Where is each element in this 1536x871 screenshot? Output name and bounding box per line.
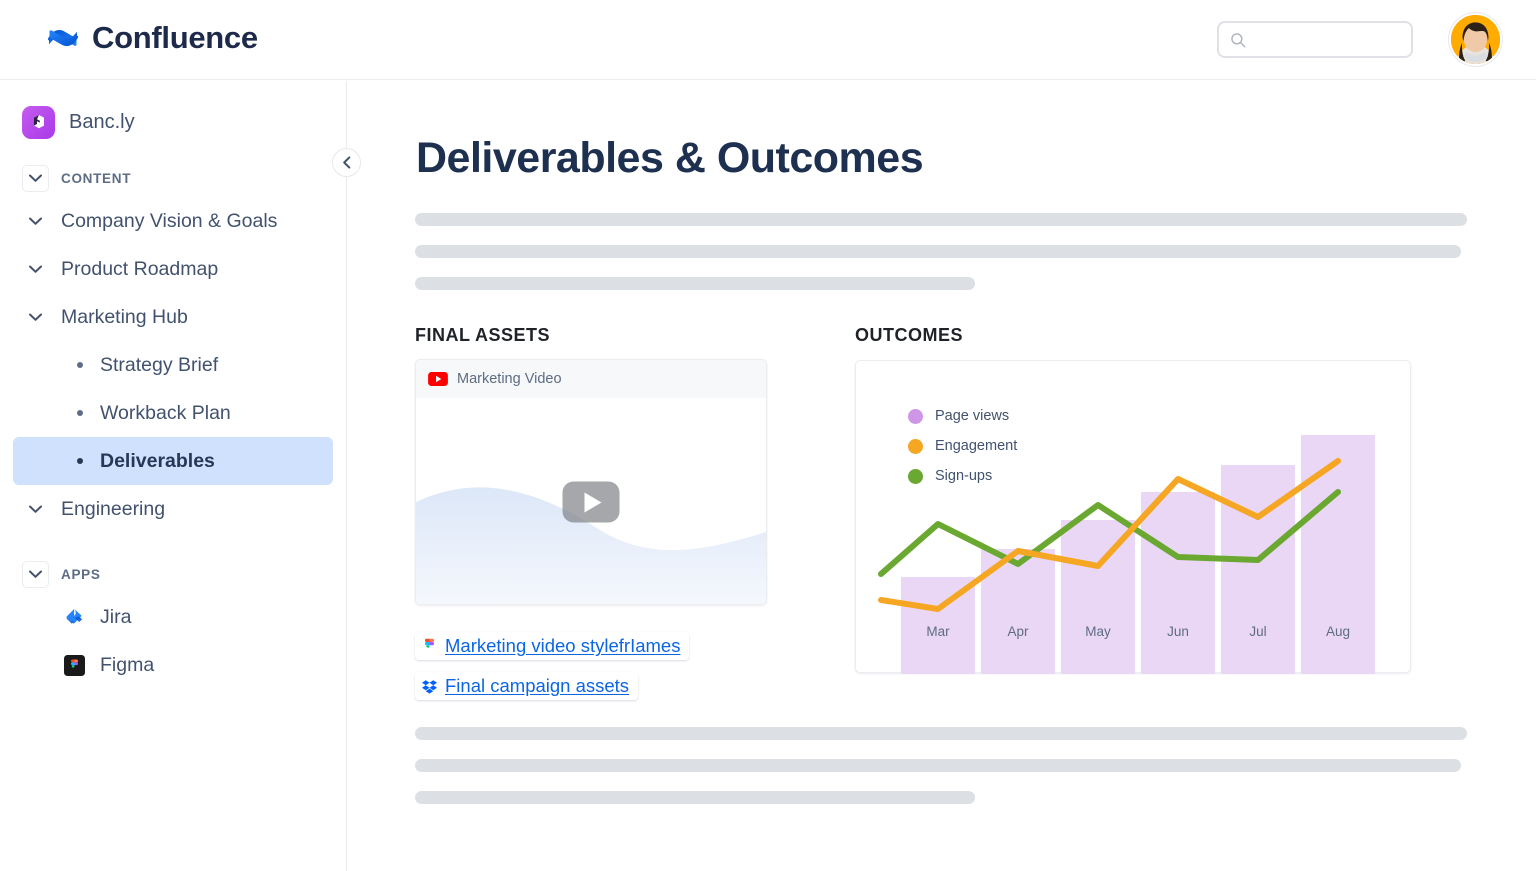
smart-link-label: Marketing video stylefrIames — [445, 635, 681, 656]
youtube-icon — [428, 372, 448, 386]
x-tick-label: Apr — [1007, 624, 1029, 639]
smart-link-marketing-video-styleframes[interactable]: Marketing video stylefrIames — [415, 632, 690, 660]
sidebar-item-engineering[interactable]: Engineering — [0, 485, 346, 533]
sidebar-item-marketing-hub[interactable]: Marketing Hub — [0, 293, 346, 341]
legend-color-swatch — [908, 438, 923, 454]
legend-label: Sign-ups — [935, 468, 993, 484]
search-box[interactable] — [1217, 21, 1434, 58]
sidebar-section-label: CONTENT — [61, 170, 132, 186]
text-placeholder-row — [415, 245, 1461, 258]
video-wave-graphic — [416, 487, 766, 604]
sidebar-section-label: APPS — [61, 566, 101, 582]
chart-line-engagement — [878, 458, 1341, 612]
chevron-down-icon[interactable] — [22, 164, 49, 192]
chevron-down-icon[interactable] — [22, 560, 49, 588]
chart-bars-page-views — [901, 435, 1375, 674]
text-placeholder-row — [415, 727, 1467, 740]
chevron-down-icon[interactable] — [22, 256, 49, 283]
chevron-down-icon[interactable] — [22, 304, 49, 331]
confluence-brand[interactable]: Confluence — [47, 20, 258, 56]
outcomes-chart-card: Page views Engagement Sign-ups — [855, 360, 1411, 674]
sidebar-item-label: Company Vision & Goals — [61, 209, 278, 232]
sidebar-item-deliverables[interactable]: Deliverables — [13, 437, 333, 485]
outcomes-heading: OUTCOMES — [855, 325, 964, 345]
text-placeholder-row — [415, 759, 1461, 772]
chart-legend: Page views Engagement Sign-ups — [908, 401, 1017, 491]
sidebar-item-label: Marketing Hub — [61, 305, 188, 328]
legend-label: Engagement — [935, 438, 1018, 454]
x-tick-label: Aug — [1326, 624, 1350, 639]
page-content: Deliverables & Outcomes FINAL ASSETS OUT… — [348, 81, 1536, 871]
legend-item-engagement: Engagement — [908, 431, 1017, 461]
sidebar: Banc.ly CONTENT Company Vision & Goals P… — [0, 81, 347, 871]
outcomes-chart-plot: Mar Apr May Jun Jul Aug — [878, 435, 1375, 674]
final-assets-heading: FINAL ASSETS — [415, 325, 551, 345]
text-placeholder-row — [415, 277, 975, 290]
sidebar-item-strategy-brief[interactable]: Strategy Brief — [13, 341, 333, 389]
sidebar-item-label: Engineering — [61, 497, 166, 520]
avatar[interactable] — [1449, 13, 1502, 66]
bar-jun — [1141, 492, 1215, 674]
x-tick-label: Jul — [1249, 624, 1266, 639]
space-header[interactable]: Banc.ly — [0, 99, 346, 145]
legend-color-swatch — [908, 468, 923, 484]
sidebar-collapse-button[interactable] — [332, 148, 361, 177]
sidebar-section-content[interactable]: CONTENT — [0, 159, 346, 197]
sidebar-item-workback-plan[interactable]: Workback Plan — [13, 389, 333, 437]
search-input[interactable] — [1253, 31, 1434, 48]
search-icon — [1231, 32, 1246, 47]
sidebar-section-apps[interactable]: APPS — [0, 555, 346, 593]
sidebar-item-company-vision-goals[interactable]: Company Vision & Goals — [0, 197, 346, 245]
marketing-video-embed[interactable]: Marketing Video — [415, 359, 767, 605]
legend-item-sign-ups: Sign-ups — [908, 461, 1017, 491]
sidebar-item-label: Workback Plan — [100, 401, 231, 424]
x-tick-label: Jun — [1167, 624, 1189, 639]
chevron-down-icon[interactable] — [22, 208, 49, 235]
figma-icon — [424, 638, 435, 648]
bar-may — [1061, 520, 1135, 674]
chart-line-sign-ups — [878, 489, 1341, 577]
jira-icon — [66, 608, 83, 624]
dropbox-icon — [422, 679, 437, 694]
sidebar-item-label: Deliverables — [100, 449, 215, 472]
sidebar-item-label: Product Roadmap — [61, 257, 219, 280]
chevron-down-icon[interactable] — [22, 496, 49, 523]
text-placeholder-row — [415, 213, 1467, 226]
bullet-icon — [77, 458, 83, 464]
figma-icon — [64, 654, 85, 676]
legend-item-page-views: Page views — [908, 401, 1017, 431]
bullet-icon — [77, 362, 83, 368]
user-avatar-icon — [1451, 15, 1500, 64]
page-title: Deliverables & Outcomes — [416, 134, 924, 182]
confluence-logo-icon — [47, 30, 79, 47]
sidebar-item-jira[interactable]: Jira — [0, 593, 346, 641]
sidebar-item-label: Figma — [100, 653, 155, 676]
chevron-left-icon — [342, 156, 350, 169]
smart-link-final-campaign-assets[interactable]: Final campaign assets — [415, 672, 639, 700]
brand-name: Confluence — [92, 20, 258, 55]
play-button-icon[interactable] — [562, 481, 620, 523]
legend-color-swatch — [908, 408, 923, 424]
sidebar-item-label: Jira — [100, 605, 132, 628]
legend-label: Page views — [935, 408, 1010, 424]
video-embed-header: Marketing Video — [416, 360, 766, 398]
sidebar-item-product-roadmap[interactable]: Product Roadmap — [0, 245, 346, 293]
space-name: Banc.ly — [69, 110, 135, 133]
video-thumbnail[interactable] — [416, 398, 766, 604]
text-placeholder-row — [415, 791, 975, 804]
x-tick-label: May — [1085, 624, 1111, 639]
bullet-icon — [77, 410, 83, 416]
sidebar-item-label: Strategy Brief — [100, 353, 219, 376]
x-tick-label: Mar — [926, 624, 950, 639]
smart-link-label: Final campaign assets — [445, 675, 630, 696]
bancly-space-logo-icon — [22, 105, 55, 139]
sidebar-item-figma[interactable]: Figma — [0, 641, 346, 689]
video-title: Marketing Video — [457, 371, 562, 387]
top-navigation-bar: Confluence — [0, 0, 1536, 80]
